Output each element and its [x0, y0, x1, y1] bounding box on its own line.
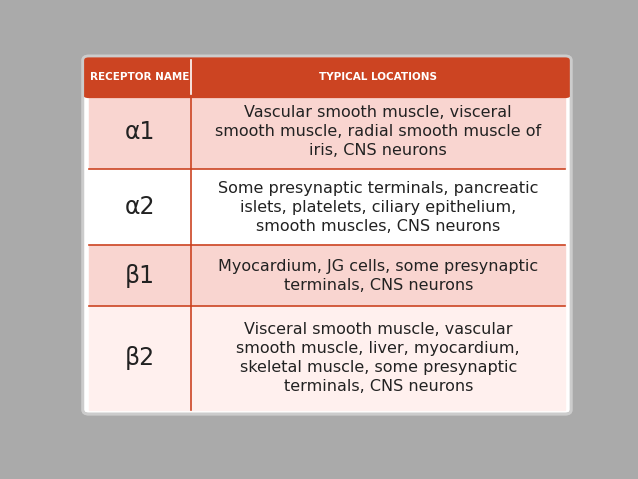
Text: α2: α2 — [124, 195, 155, 219]
Text: TYPICAL LOCATIONS: TYPICAL LOCATIONS — [319, 72, 437, 82]
Bar — [89, 245, 565, 306]
FancyBboxPatch shape — [83, 56, 571, 98]
Bar — [89, 170, 565, 245]
Bar — [89, 94, 565, 170]
FancyBboxPatch shape — [83, 56, 571, 414]
Text: RECEPTOR NAME: RECEPTOR NAME — [90, 72, 189, 82]
Text: β1: β1 — [125, 264, 155, 288]
Bar — [89, 306, 565, 410]
Text: α1: α1 — [124, 120, 155, 144]
Text: Visceral smooth muscle, vascular
smooth muscle, liver, myocardium,
skeletal musc: Visceral smooth muscle, vascular smooth … — [237, 322, 520, 394]
Bar — [89, 75, 565, 94]
Text: Some presynaptic terminals, pancreatic
islets, platelets, ciliary epithelium,
sm: Some presynaptic terminals, pancreatic i… — [218, 181, 538, 234]
Text: Myocardium, JG cells, some presynaptic
terminals, CNS neurons: Myocardium, JG cells, some presynaptic t… — [218, 259, 538, 293]
Text: β2: β2 — [125, 346, 155, 370]
Text: Vascular smooth muscle, visceral
smooth muscle, radial smooth muscle of
iris, CN: Vascular smooth muscle, visceral smooth … — [215, 105, 541, 158]
